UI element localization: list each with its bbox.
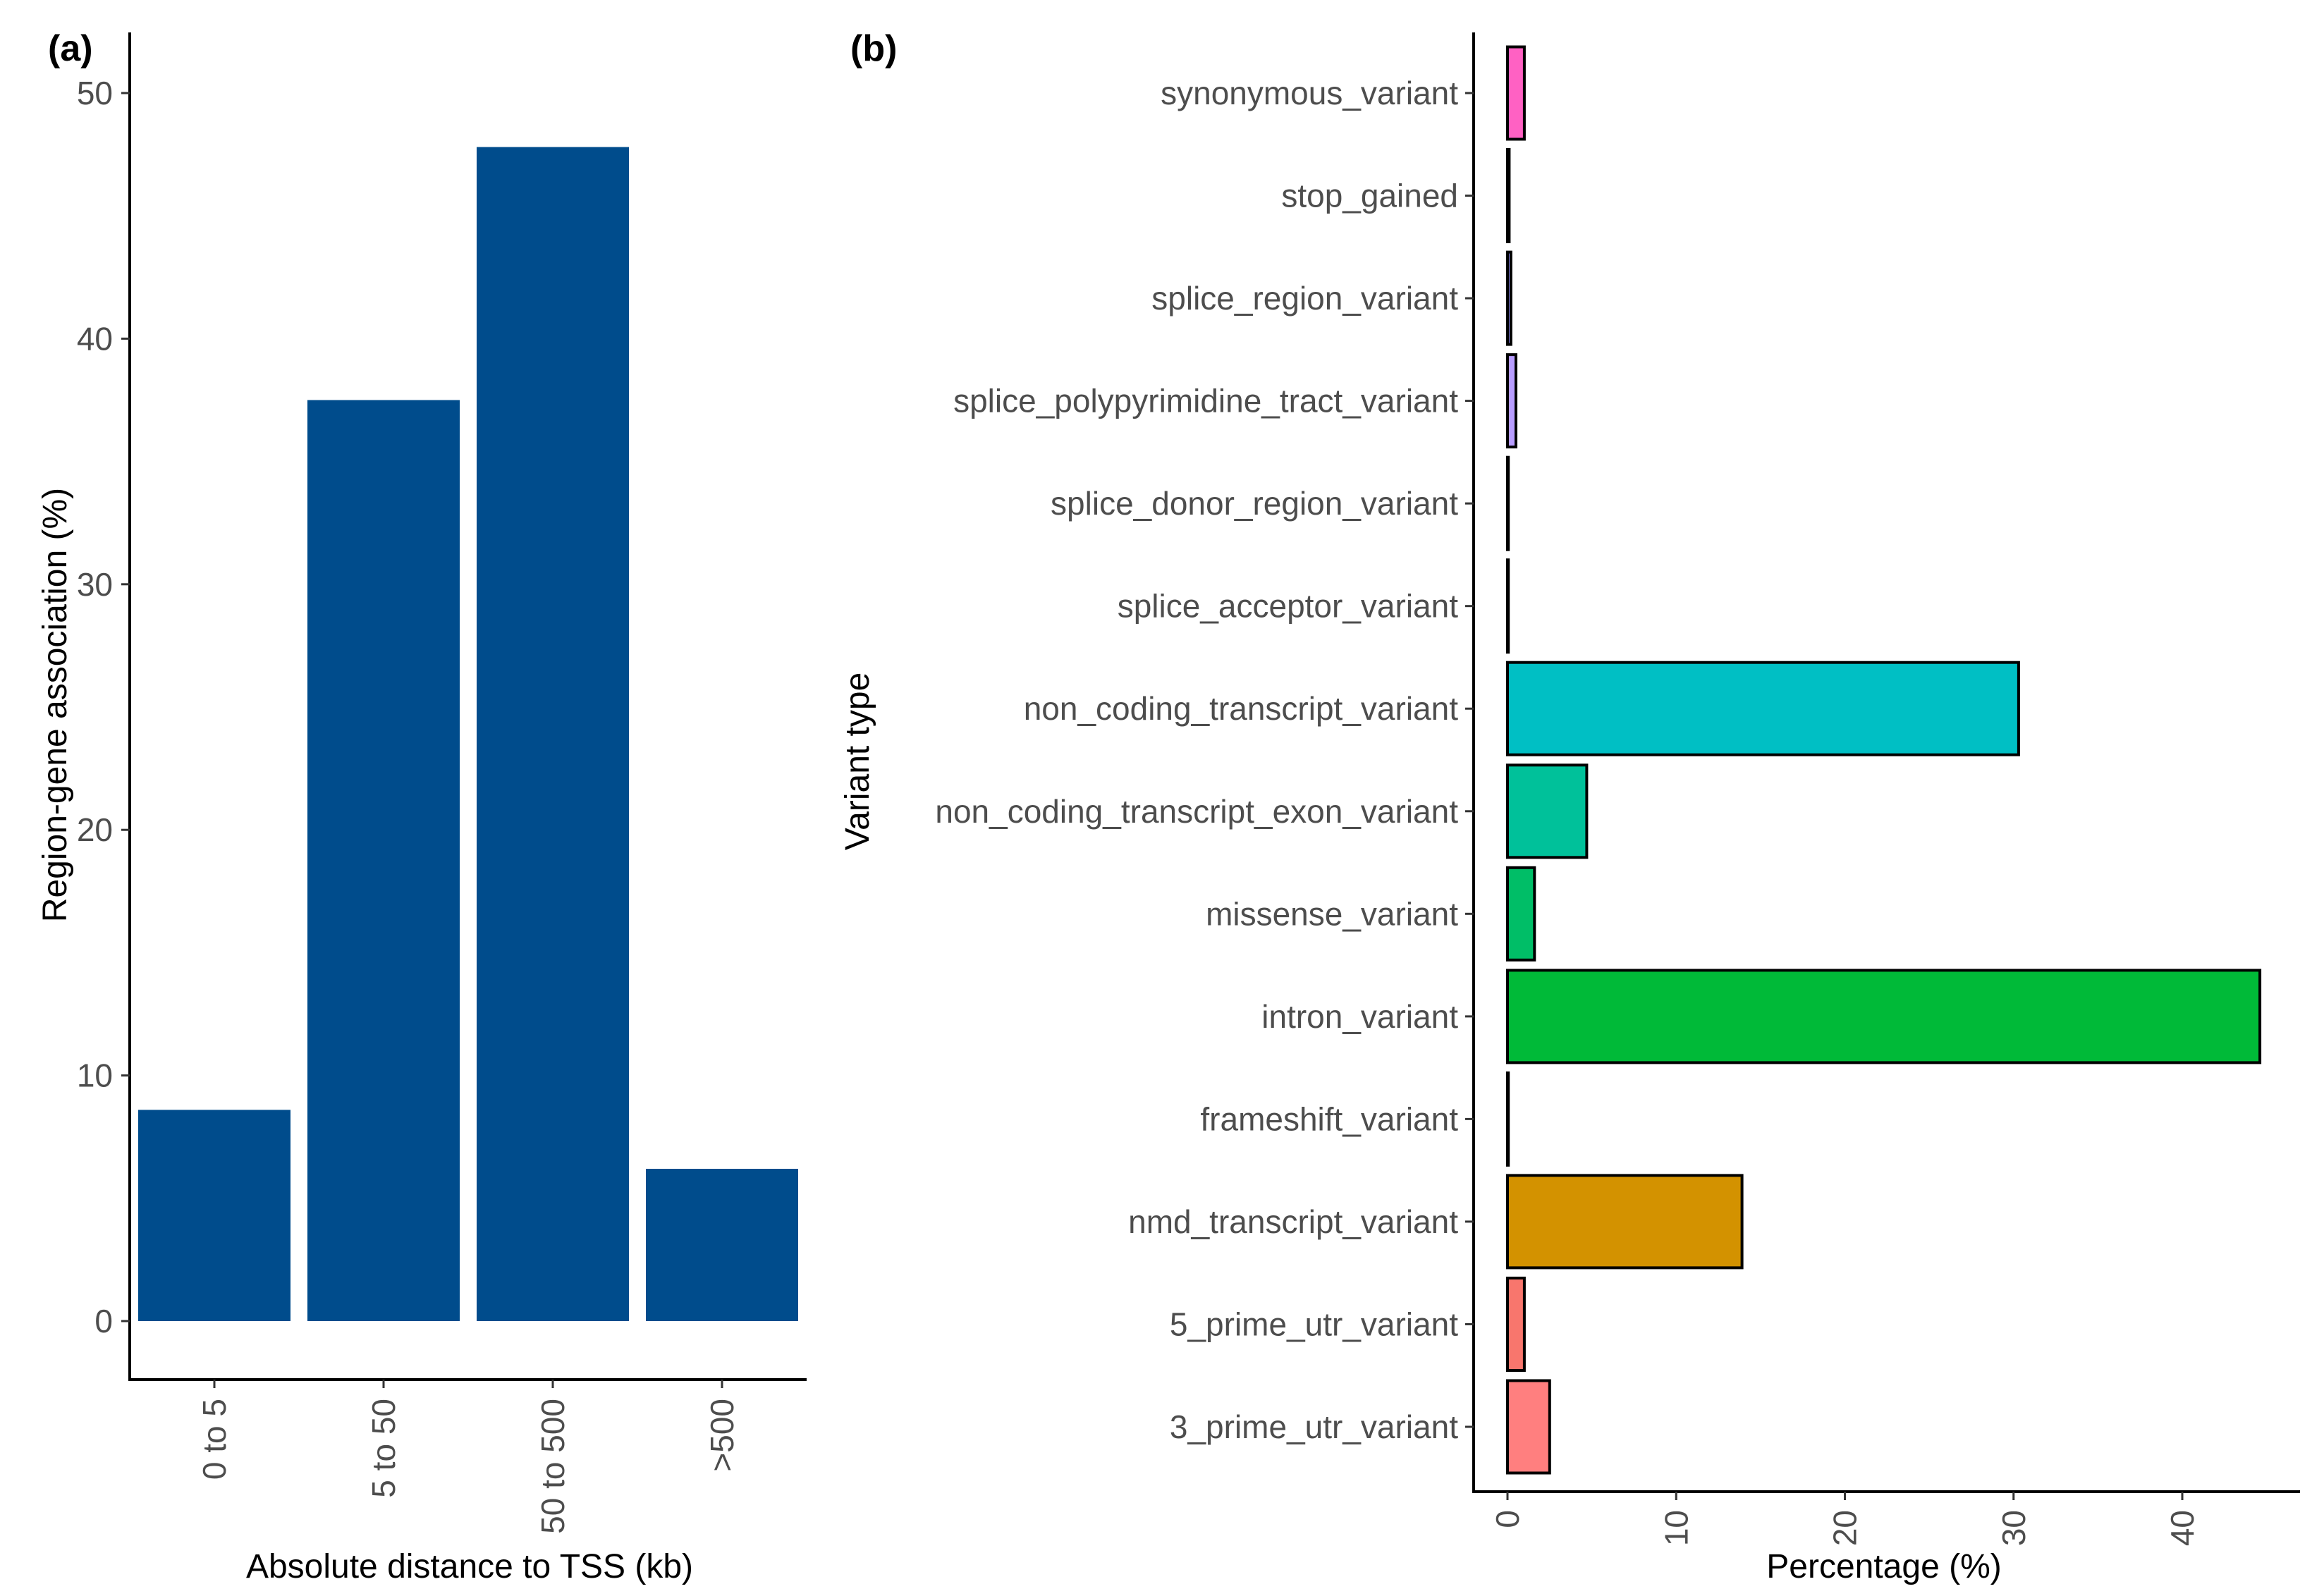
category-label: 5_prime_utr_variant bbox=[1170, 1306, 1458, 1342]
bar-intron-variant bbox=[1506, 969, 2262, 1064]
panel-b-label: (b) bbox=[850, 28, 897, 69]
category-label: splice_donor_region_variant bbox=[1051, 485, 1458, 522]
bar-50-to-500 bbox=[477, 147, 629, 1322]
panel-b-category-ticks: synonymous_variant stop_gained splice_regi… bbox=[935, 75, 1474, 1445]
category-label: missense_variant bbox=[1206, 895, 1458, 932]
panel-a-y-ticks: 0 10 20 30 40 50 bbox=[77, 75, 130, 1339]
x-tick-label: 0 bbox=[1489, 1510, 1526, 1528]
bar-splice-region-variant bbox=[1506, 250, 1512, 346]
bar-5-to-50 bbox=[307, 400, 460, 1321]
bar-500 bbox=[646, 1169, 798, 1321]
category-label: non_coding_transcript_exon_variant bbox=[935, 793, 1458, 830]
bar-missense-variant bbox=[1506, 866, 1536, 962]
bar-non-coding-transcript-variant bbox=[1506, 661, 2020, 756]
panel-b-bars bbox=[1506, 45, 2262, 1475]
panel-a-label: (a) bbox=[48, 28, 93, 69]
bar-splice-polypyrimidine-tract-variant bbox=[1506, 353, 1517, 449]
panel-b-x-axis-title: Percentage (%) bbox=[1766, 1548, 2002, 1585]
category-label: synonymous_variant bbox=[1161, 75, 1458, 111]
bar-frameshift-variant bbox=[1506, 1071, 1510, 1167]
bar-splice-donor-region-variant bbox=[1506, 455, 1510, 551]
panel-a-x-ticks: 0 to 5 5 to 50 50 to 500 >500 bbox=[196, 1380, 740, 1534]
x-tick-label: 5 to 50 bbox=[365, 1399, 402, 1498]
x-tick-label: 50 to 500 bbox=[534, 1399, 571, 1534]
panel-a-x-axis-title: Absolute distance to TSS (kb) bbox=[246, 1548, 693, 1585]
bar-nmd-transcript-variant bbox=[1506, 1174, 1744, 1270]
y-tick-label: 40 bbox=[77, 320, 113, 357]
category-label: splice_polypyrimidine_tract_variant bbox=[953, 383, 1458, 419]
x-tick-label: 30 bbox=[1995, 1510, 2032, 1546]
panel-b-x-ticks: 0 10 20 30 40 bbox=[1489, 1492, 2201, 1546]
y-tick-label: 10 bbox=[77, 1057, 113, 1094]
y-tick-label: 20 bbox=[77, 811, 113, 848]
bar-3-prime-utr-variant bbox=[1506, 1379, 1551, 1475]
category-label: intron_variant bbox=[1261, 998, 1458, 1035]
x-tick-label: 40 bbox=[2164, 1510, 2201, 1546]
panel-b-variant-chart: (b) synonymous_variant stop_gained splice_… bbox=[839, 28, 2300, 1585]
x-tick-label: >500 bbox=[704, 1399, 740, 1472]
x-tick-label: 0 to 5 bbox=[196, 1399, 233, 1480]
category-label: non_coding_transcript_variant bbox=[1024, 690, 1459, 727]
bar-non-coding-transcript-exon-variant bbox=[1506, 763, 1589, 859]
category-label: splice_region_variant bbox=[1151, 280, 1458, 317]
bar-0-to-5 bbox=[138, 1110, 290, 1321]
bar-5-prime-utr-variant bbox=[1506, 1277, 1526, 1372]
y-tick-label: 0 bbox=[94, 1303, 113, 1339]
category-label: nmd_transcript_variant bbox=[1128, 1203, 1458, 1240]
panel-a-bars bbox=[138, 147, 798, 1322]
panel-a-distance-chart: (a) 0 10 20 30 40 50 0 to 5 5 to 50 50 to 500 >5… bbox=[37, 28, 807, 1585]
bar-synonymous-variant bbox=[1506, 45, 1526, 141]
x-tick-label: 10 bbox=[1658, 1510, 1694, 1546]
category-label: 3_prime_utr_variant bbox=[1170, 1408, 1458, 1445]
panel-b-y-axis-title: Variant type bbox=[839, 673, 876, 851]
category-label: splice_acceptor_variant bbox=[1118, 588, 1458, 625]
category-label: stop_gained bbox=[1281, 178, 1458, 214]
category-label: frameshift_variant bbox=[1200, 1100, 1458, 1137]
bar-splice-acceptor-variant bbox=[1506, 558, 1510, 654]
y-tick-label: 30 bbox=[77, 566, 113, 603]
bar-stop-gained bbox=[1506, 148, 1511, 243]
y-tick-label: 50 bbox=[77, 75, 113, 111]
x-tick-label: 20 bbox=[1827, 1510, 1864, 1546]
panel-a-y-axis-title: Region-gene association (%) bbox=[37, 488, 74, 922]
